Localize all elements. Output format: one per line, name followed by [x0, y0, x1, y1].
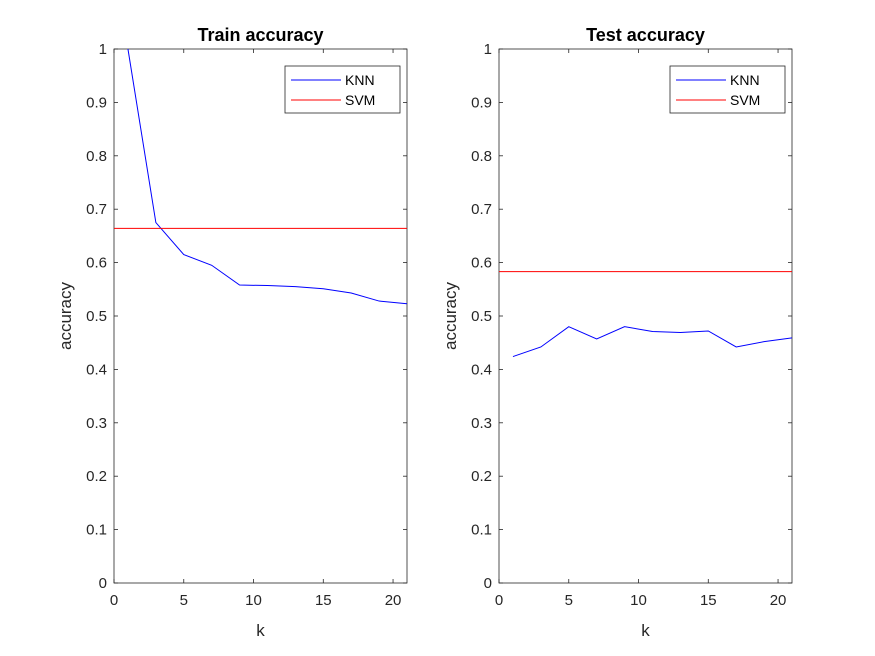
x-tick-label: 5 — [180, 592, 188, 609]
y-tick-label: 0.9 — [471, 94, 492, 111]
y-tick-label: 0.5 — [471, 308, 492, 325]
series-line-knn — [512, 326, 793, 358]
y-tick-label: 0.3 — [86, 415, 107, 432]
y-tick-label: 0.8 — [86, 148, 107, 165]
x-tick-label: 10 — [245, 592, 262, 609]
y-tick-label: 0.2 — [86, 468, 107, 485]
chart-panel-1: 00.10.20.30.40.50.60.70.80.910 5 10 15 20Tra… — [56, 25, 408, 640]
legend-box — [669, 65, 786, 114]
chart-title: Train accuracy — [197, 25, 323, 45]
legend-label-knn: KNN — [345, 72, 375, 88]
x-tick-label: 15 — [315, 592, 332, 609]
y-tick-label: 0 — [99, 575, 107, 592]
y-tick-label: 0.6 — [471, 255, 492, 272]
legend-label-knn: KNN — [730, 72, 760, 88]
y-tick-label: 0.5 — [86, 308, 107, 325]
plot-area — [113, 48, 408, 584]
legend-box — [284, 65, 401, 114]
x-tick-label: 0 — [495, 592, 503, 609]
chart-panel-2: 00.10.20.30.40.50.60.70.80.910 5 10 15 20Tes… — [441, 25, 793, 640]
y-tick-label: 0.7 — [86, 201, 107, 218]
y-tick-label: 0 — [484, 575, 492, 592]
y-tick-label: 1 — [484, 41, 492, 58]
y-axis-label: accuracy — [56, 281, 75, 350]
x-tick-label: 10 — [630, 592, 647, 609]
x-tick-label: 20 — [385, 592, 402, 609]
x-tick-label: 0 — [110, 592, 118, 609]
x-axis-label: k — [256, 621, 265, 640]
x-tick-label: 5 — [565, 592, 573, 609]
legend: KNN SVM — [284, 65, 401, 114]
y-tick-label: 0.8 — [471, 148, 492, 165]
y-axis-label: accuracy — [441, 281, 460, 350]
y-tick-label: 0.2 — [471, 468, 492, 485]
y-tick-label: 0.9 — [86, 94, 107, 111]
y-tick-label: 0.1 — [86, 522, 107, 539]
x-axis-label: k — [641, 621, 650, 640]
y-tick-label: 0.7 — [471, 201, 492, 218]
legend: KNN SVM — [669, 65, 786, 114]
legend-label-svm: SVM — [345, 92, 375, 108]
x-tick-label: 20 — [770, 592, 787, 609]
y-tick-label: 1 — [99, 41, 107, 58]
series-line-knn — [127, 48, 408, 305]
y-tick-label: 0.1 — [471, 522, 492, 539]
y-tick-label: 0.3 — [471, 415, 492, 432]
chart-title: Test accuracy — [586, 25, 705, 45]
x-tick-label: 15 — [700, 592, 717, 609]
plot-area — [498, 48, 793, 584]
y-tick-label: 0.4 — [471, 361, 492, 378]
legend-label-svm: SVM — [730, 92, 760, 108]
y-tick-label: 0.4 — [86, 361, 107, 378]
y-tick-label: 0.6 — [86, 255, 107, 272]
